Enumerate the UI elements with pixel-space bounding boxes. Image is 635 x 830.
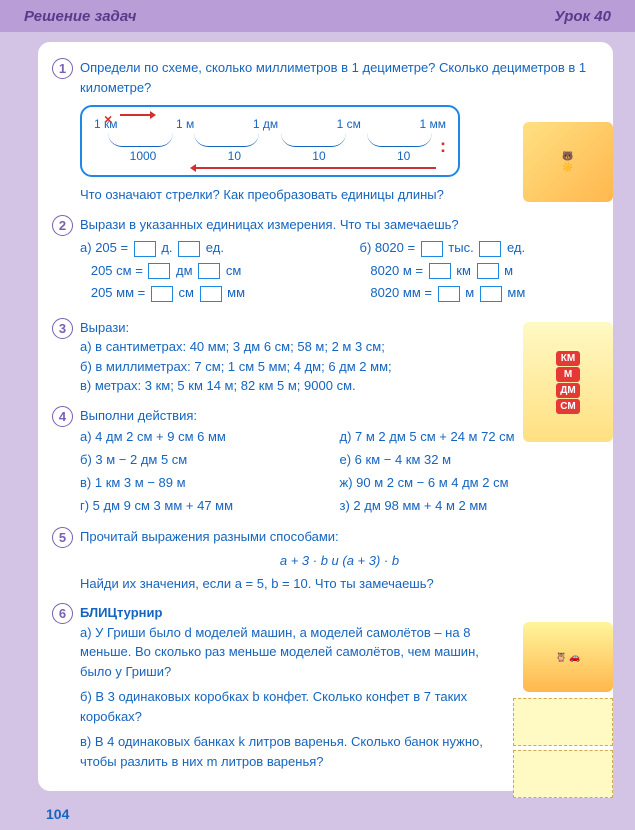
task-5: 5 Прочитай выражения разными способами: … xyxy=(52,527,599,593)
task-5-prompt: Прочитай выражения разными способами: xyxy=(80,527,599,547)
task-1: 1 Определи по схеме, сколько миллиметров… xyxy=(52,58,599,205)
header-left: Решение задач xyxy=(24,8,136,25)
input-box[interactable] xyxy=(198,263,220,279)
task-3-prompt: Вырази: xyxy=(80,318,599,338)
task-4: 4 Выполни действия: а) 4 дм 2 см + 9 см … xyxy=(52,406,599,518)
task-number: 1 xyxy=(52,58,73,79)
task-number: 5 xyxy=(52,527,73,548)
schema-arcs xyxy=(108,133,432,147)
arrow-left-icon xyxy=(196,167,436,169)
task-2-prompt: Вырази в указанных единицах измерения. Ч… xyxy=(80,215,599,235)
schema-factors: 1000 10 10 10 xyxy=(94,149,446,163)
task-2-columns: а) 205 = д. ед. 205 см = дм см 205 мм = … xyxy=(80,234,599,308)
input-box[interactable] xyxy=(429,263,451,279)
input-box[interactable] xyxy=(477,263,499,279)
schema-units: 1 км 1 м 1 дм 1 см 1 мм xyxy=(94,117,446,131)
col-a: а) 205 = д. ед. 205 см = дм см 205 мм = … xyxy=(80,234,320,308)
task-1-prompt: Определи по схеме, сколько миллиметров в… xyxy=(80,58,599,97)
task-number: 2 xyxy=(52,215,73,236)
col-b: б) 8020 = тыс. ед. 8020 м = км м 8020 мм… xyxy=(360,234,600,308)
multiply-symbol: × xyxy=(104,111,112,127)
task-3: 3 Вырази: а) в сантиметрах: 40 мм; 3 дм … xyxy=(52,318,599,396)
unit-schema: × 1 км 1 м 1 дм 1 см 1 мм 1000 10 10 10 … xyxy=(80,105,460,177)
task-5-followup: Найди их значения, если a = 5, b = 10. Ч… xyxy=(80,574,490,594)
task-number: 4 xyxy=(52,406,73,427)
page-number: 104 xyxy=(46,806,69,822)
header-right: Урок 40 xyxy=(554,8,611,25)
input-box[interactable] xyxy=(200,286,222,302)
task-number: 6 xyxy=(52,603,73,624)
answer-box[interactable] xyxy=(513,750,613,798)
input-box[interactable] xyxy=(421,241,443,257)
task-5-expression: a + 3 · b и (a + 3) · b xyxy=(80,553,599,568)
answer-box[interactable] xyxy=(513,698,613,746)
task-6c: в) В 4 одинаковых банках k литров варень… xyxy=(80,732,490,771)
input-box[interactable] xyxy=(480,286,502,302)
arrow-right-icon xyxy=(120,114,150,116)
divide-symbol: : xyxy=(440,136,446,157)
input-box[interactable] xyxy=(151,286,173,302)
page-header: Решение задач Урок 40 xyxy=(0,0,635,32)
input-box[interactable] xyxy=(148,263,170,279)
task-4-prompt: Выполни действия: xyxy=(80,406,599,426)
content-panel: 🐻☀️ КМ М ДМ СМ 🦉 🚗 1 Определи по схеме, … xyxy=(38,42,613,791)
task-6b: б) В 3 одинаковых коробках b конфет. Ско… xyxy=(80,687,490,726)
task-1-followup: Что означают стрелки? Как преобразовать … xyxy=(80,185,599,205)
task-6-title: БЛИЦтурнир xyxy=(80,603,599,623)
task-6a: а) У Гриши было d моделей машин, а модел… xyxy=(80,623,490,682)
input-box[interactable] xyxy=(134,241,156,257)
input-box[interactable] xyxy=(479,241,501,257)
task-2: 2 Вырази в указанных единицах измерения.… xyxy=(52,215,599,308)
task-4-actions: а) 4 дм 2 см + 9 см 6 мм д) 7 м 2 дм 5 с… xyxy=(80,425,599,517)
input-box[interactable] xyxy=(438,286,460,302)
task-number: 3 xyxy=(52,318,73,339)
input-box[interactable] xyxy=(178,241,200,257)
